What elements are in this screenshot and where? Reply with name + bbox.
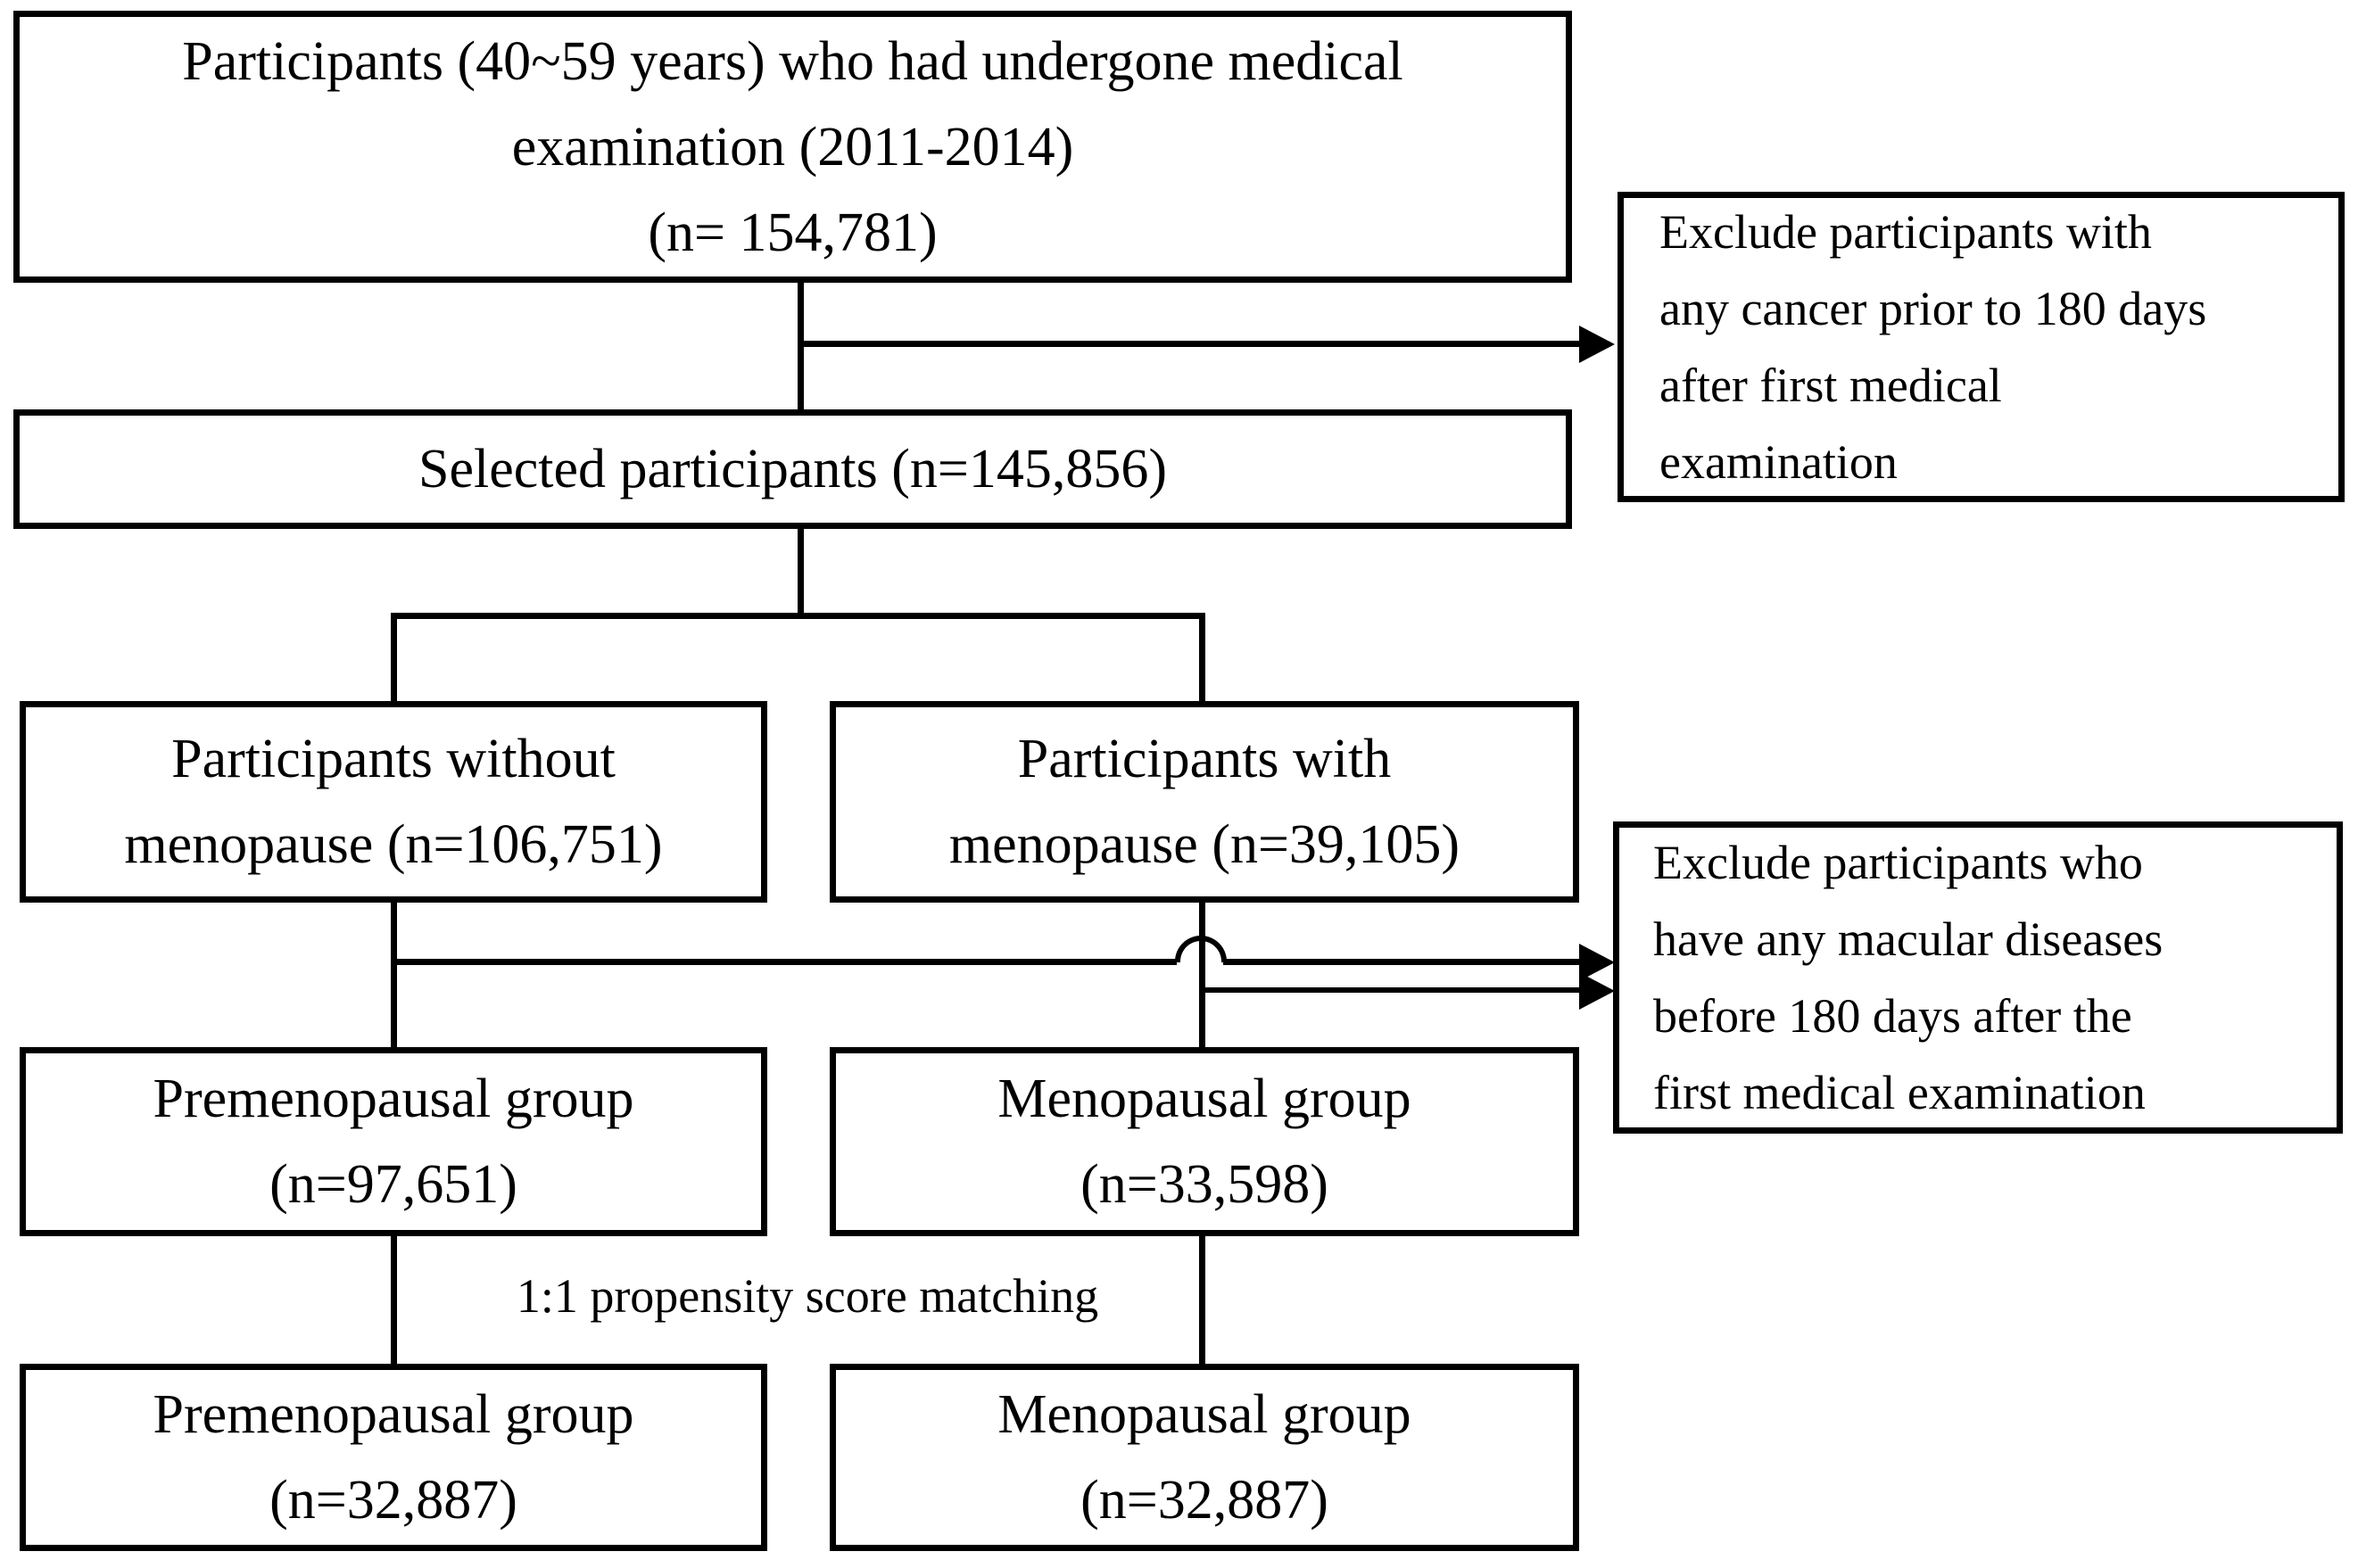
box-premenopausal-group-matched-line1: Premenopausal group (153, 1384, 634, 1445)
box-menopausal-group-matched-line1: Menopausal group (997, 1384, 1411, 1445)
box-premenopausal-group-line1: Premenopausal group (153, 1069, 634, 1129)
box-menopausal-group-matched-line2: (n=32,887) (1080, 1470, 1328, 1531)
box-exclusion-macular-line1: Exclude participants who (1653, 836, 2143, 889)
box-menopausal-group-line2: (n=33,598) (1080, 1154, 1328, 1215)
box-exclusion-cancer-line1: Exclude participants with (1659, 205, 2152, 259)
box-menopausal-group-matched: Menopausal group (n=32,887) (830, 1364, 1579, 1551)
box-menopausal-group: Menopausal group (n=33,598) (830, 1047, 1579, 1236)
connector-split-right-drop (1199, 613, 1205, 701)
box-exclusion-cancer: Exclude participants with any cancer pri… (1618, 192, 2345, 502)
connector-menopausal-to-matched (1199, 1236, 1205, 1364)
box-with-menopause-line2: menopause (n=39,105) (948, 814, 1460, 875)
box-selected-participants-line1: Selected participants (n=145,856) (418, 439, 1167, 499)
box-exclusion-cancer-line3: after first medical (1659, 359, 2002, 412)
connector-split-left-drop (391, 613, 397, 701)
arrowhead-exclusion1-icon (1579, 326, 1615, 363)
box-selected-participants: Selected participants (n=145,856) (13, 409, 1572, 529)
connector-exclusion2-lower-line (1199, 987, 1581, 993)
arrowhead-exclusion2-lower-icon (1579, 972, 1615, 1010)
box-all-participants-line1: Participants (40~59 years) who had under… (182, 30, 1403, 92)
line-hop-bridge (1175, 936, 1227, 962)
connector-exclusion2-upper-right-segment (1223, 959, 1581, 965)
box-exclusion-cancer-line2: any cancer prior to 180 days (1659, 282, 2207, 335)
connector-without-to-premenopausal (391, 903, 397, 1047)
connector-selected-to-split (798, 529, 804, 618)
connector-exclusion2-upper-left-segment (393, 959, 1177, 965)
box-menopausal-group-line1: Menopausal group (997, 1069, 1411, 1129)
box-exclusion-macular: Exclude participants who have any macula… (1613, 821, 2343, 1134)
box-exclusion-macular-line4: first medical examination (1653, 1066, 2146, 1119)
box-exclusion-cancer-line4: examination (1659, 435, 1898, 489)
propensity-matching-label: 1:1 propensity score matching (516, 1269, 1099, 1323)
box-with-menopause: Participants with menopause (n=39,105) (830, 701, 1579, 903)
box-with-menopause-line1: Participants with (1017, 729, 1392, 789)
box-premenopausal-group-matched-line2: (n=32,887) (269, 1470, 517, 1531)
box-premenopausal-group-line2: (n=97,651) (269, 1154, 517, 1215)
box-all-participants-line3: (n= 154,781) (648, 202, 938, 263)
box-without-menopause-line2: menopause (n=106,751) (124, 814, 663, 875)
connector-split-bar (391, 613, 1205, 619)
box-premenopausal-group-matched: Premenopausal group (n=32,887) (20, 1364, 767, 1551)
box-all-participants: Participants (40~59 years) who had under… (13, 11, 1572, 283)
connector-premenopausal-to-matched (391, 1236, 397, 1364)
box-premenopausal-group: Premenopausal group (n=97,651) (20, 1047, 767, 1236)
box-without-menopause-line1: Participants without (171, 729, 616, 789)
box-without-menopause: Participants without menopause (n=106,75… (20, 701, 767, 903)
connector-exclusion1-line (798, 341, 1584, 347)
box-exclusion-macular-line2: have any macular diseases (1653, 912, 2164, 966)
box-exclusion-macular-line3: before 180 days after the (1653, 989, 2132, 1043)
box-all-participants-line2: examination (2011-2014) (511, 116, 1074, 177)
connector-with-to-menopausal (1199, 903, 1205, 1047)
